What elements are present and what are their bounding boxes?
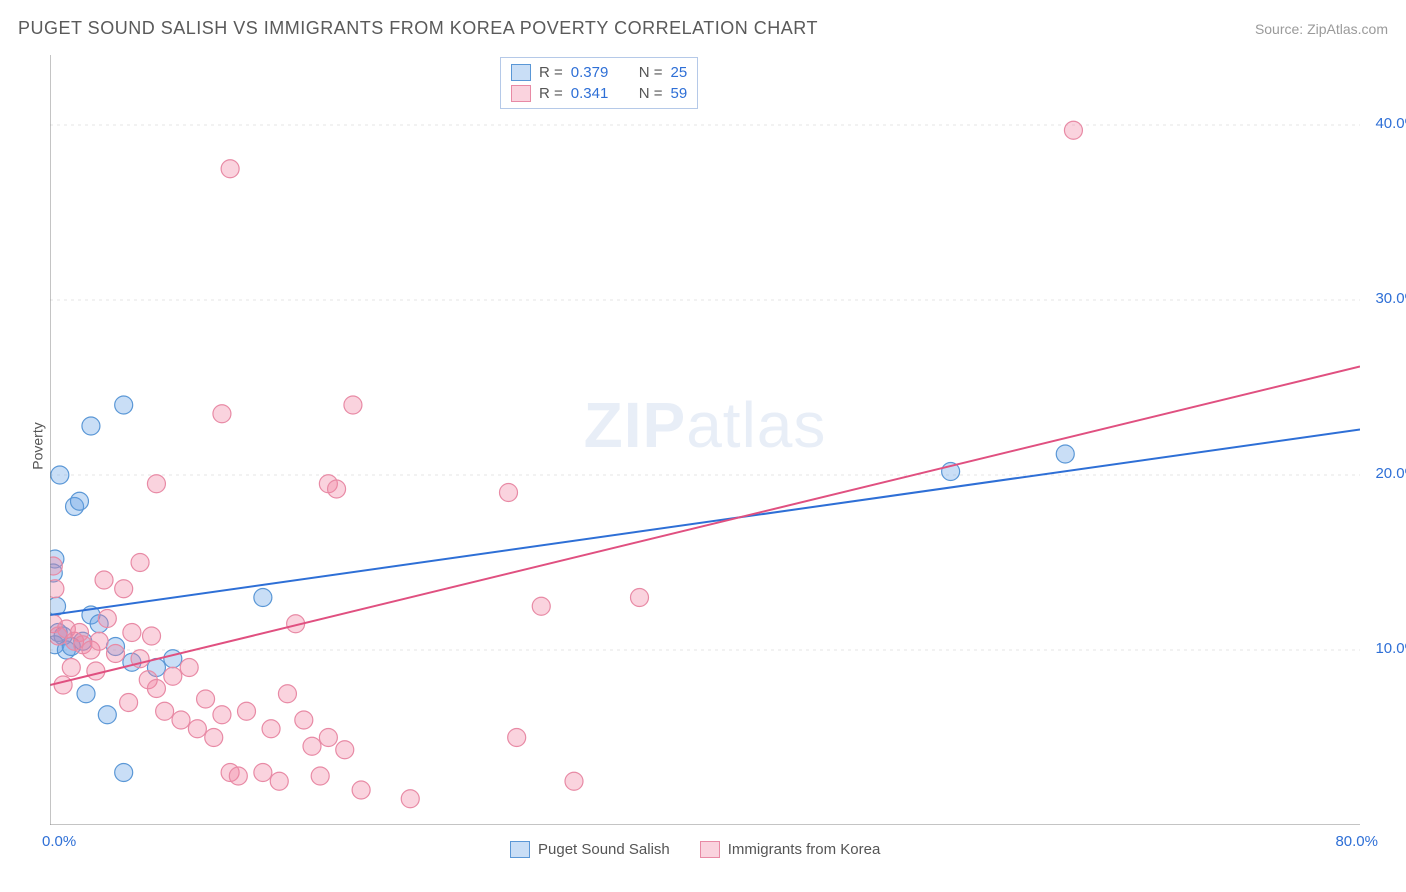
scatter-chart: ZIPatlas R =0.379N =25R =0.341N =59 Puge… <box>50 55 1360 825</box>
legend-stat-row: R =0.341N =59 <box>511 83 687 104</box>
y-tick-label: 10.0% <box>1375 640 1406 657</box>
x-tick-label: 80.0% <box>1335 833 1378 850</box>
source-label: Source: ZipAtlas.com <box>1255 21 1388 37</box>
series-legend: Puget Sound Salish Immigrants from Korea <box>510 841 880 858</box>
chart-svg <box>50 55 1360 825</box>
legend-stat-row: R =0.379N =25 <box>511 62 687 83</box>
chart-title: PUGET SOUND SALISH VS IMMIGRANTS FROM KO… <box>18 18 818 39</box>
correlation-legend: R =0.379N =25R =0.341N =59 <box>500 57 698 109</box>
x-tick-label: 0.0% <box>42 833 76 850</box>
y-tick-label: 30.0% <box>1375 290 1406 307</box>
legend-swatch <box>511 85 531 102</box>
legend-series-item: Immigrants from Korea <box>700 841 881 858</box>
legend-swatch <box>511 64 531 81</box>
legend-swatch <box>700 841 720 858</box>
legend-swatch <box>510 841 530 858</box>
y-axis-label: Poverty <box>30 422 46 469</box>
y-tick-label: 40.0% <box>1375 115 1406 132</box>
legend-series-item: Puget Sound Salish <box>510 841 670 858</box>
y-tick-label: 20.0% <box>1375 465 1406 482</box>
